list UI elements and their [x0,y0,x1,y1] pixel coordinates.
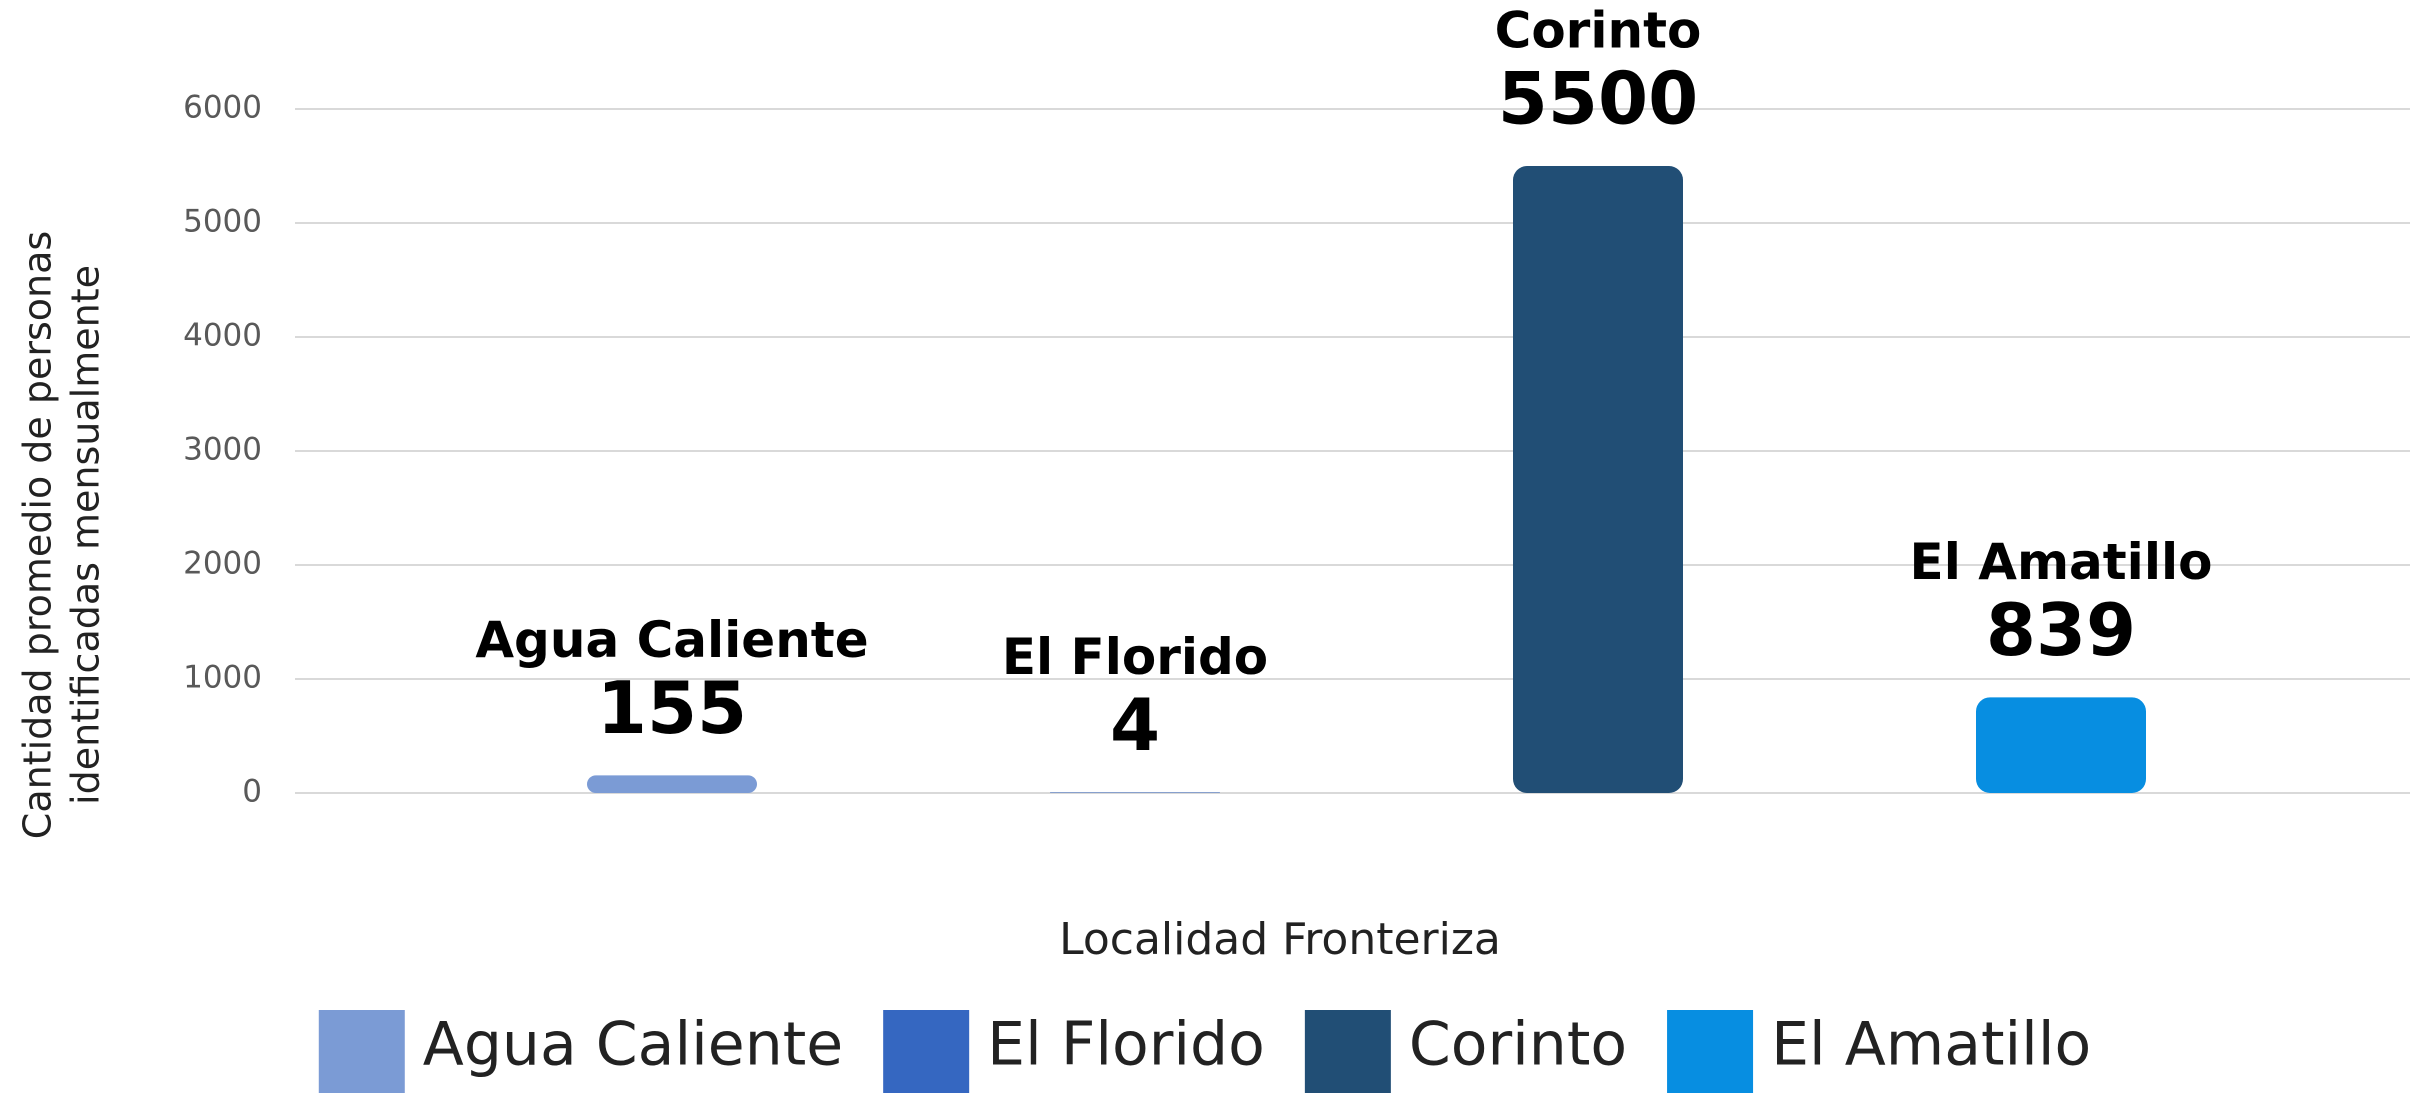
legend-swatch [1667,1010,1754,1093]
bar [587,775,757,793]
legend-label: Corinto [1409,1010,1627,1080]
y-tick-label: 4000 [183,318,262,354]
y-axis-title-line: Cantidad promedio de personas [16,231,60,839]
y-tick-label: 0 [242,774,262,810]
data-label-name: Corinto [1495,2,1702,60]
y-tick-label: 5000 [183,204,262,240]
data-label-name: El Amatillo [1910,533,2213,591]
data-label: 4 [1110,683,1160,767]
data-label: 5500 [1498,57,1698,141]
data-label: 155 [597,666,747,750]
y-tick-label: 2000 [183,546,262,582]
data-label: 839 [1986,588,2136,672]
y-tick-label: 6000 [183,90,262,126]
x-axis-title: Localidad Fronteriza [1059,914,1501,965]
legend: Agua Caliente El Florido Corinto El Amatill… [318,1010,2091,1093]
data-label-name: El Florido [1002,628,1268,686]
legend-label: El Amatillo [1771,1010,2091,1080]
data-label-name: Agua Caliente [475,611,868,669]
bar [1976,697,2146,793]
legend-swatch [1304,1010,1391,1093]
legend-swatch [883,1010,970,1093]
legend-label: Agua Caliente [423,1010,843,1080]
y-tick-label: 3000 [183,432,262,468]
y-axis-title-line: identificadas mensualmente [64,265,108,805]
bar [1513,166,1683,793]
y-axis-title: Cantidad promedio de personas identifica… [16,231,108,839]
y-tick-label: 1000 [183,660,262,696]
legend-swatch [318,1010,405,1093]
legend-label: El Florido [987,1010,1265,1080]
